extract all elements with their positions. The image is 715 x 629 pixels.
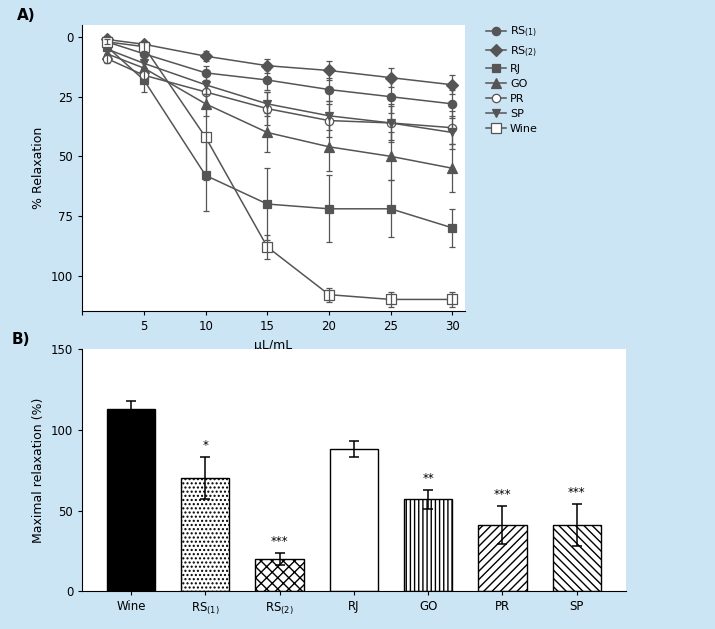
Text: ***: *** [568,486,586,499]
PR [139,72,148,79]
Line: RS$_{(2)}$: RS$_{(2)}$ [103,35,457,89]
GO [325,143,333,150]
RS$_{(1)}$ [263,76,272,84]
Wine [386,296,395,303]
Text: ***: *** [271,535,288,548]
SP [325,112,333,120]
PR [103,55,112,62]
Text: B): B) [11,332,30,347]
Y-axis label: % Relaxation: % Relaxation [32,127,45,209]
RJ [448,224,457,231]
SP [386,119,395,126]
GO [202,100,210,108]
SP [139,60,148,67]
X-axis label: μL/mL: μL/mL [255,339,292,352]
Line: Wine: Wine [102,37,458,304]
PR [202,88,210,96]
Bar [181,478,230,591]
GO [386,153,395,160]
Wine [103,38,112,46]
Bar [255,559,304,591]
Bar [478,525,527,591]
RJ [325,205,333,213]
Wine [139,43,148,50]
PR [263,105,272,113]
RS$_{(1)}$ [386,93,395,101]
RS$_{(2)}$ [139,40,148,48]
Bar [330,449,378,591]
SP [263,100,272,108]
Line: PR: PR [103,54,457,132]
Bar [107,409,155,591]
Bar [553,525,601,591]
GO [448,164,457,172]
SP [103,45,112,53]
SP [448,129,457,136]
RS$_{(1)}$ [448,100,457,108]
RS$_{(2)}$ [448,81,457,89]
Legend: RS$_{(1)}$, RS$_{(2)}$, RJ, GO, PR, SP, Wine: RS$_{(1)}$, RS$_{(2)}$, RJ, GO, PR, SP, … [485,25,538,134]
Wine [263,243,272,251]
PR [325,117,333,125]
PR [386,119,395,126]
Text: **: ** [423,472,434,485]
RS$_{(2)}$ [202,52,210,60]
PR [448,124,457,131]
RS$_{(2)}$ [386,74,395,81]
RS$_{(2)}$ [103,36,112,43]
Line: RJ: RJ [103,43,457,232]
RS$_{(1)}$ [325,86,333,93]
RJ [263,200,272,208]
RS$_{(1)}$ [202,69,210,77]
Line: SP: SP [103,45,457,136]
RS$_{(2)}$ [325,67,333,74]
SP [202,81,210,89]
Wine [325,291,333,298]
Bar [404,499,453,591]
RS$_{(1)}$ [103,38,112,46]
Y-axis label: Maximal relaxation (%): Maximal relaxation (%) [32,398,45,543]
Line: GO: GO [102,49,458,173]
RS$_{(2)}$ [263,62,272,69]
Text: A): A) [17,8,36,23]
GO [139,64,148,72]
Wine [448,296,457,303]
RJ [103,43,112,50]
RJ [386,205,395,213]
Line: RS$_{(1)}$: RS$_{(1)}$ [103,38,457,108]
RJ [202,172,210,179]
RJ [139,76,148,84]
GO [103,50,112,57]
RS$_{(1)}$ [139,50,148,57]
Wine [202,133,210,141]
Text: *: * [202,440,208,452]
GO [263,129,272,136]
Text: ***: *** [493,488,511,501]
